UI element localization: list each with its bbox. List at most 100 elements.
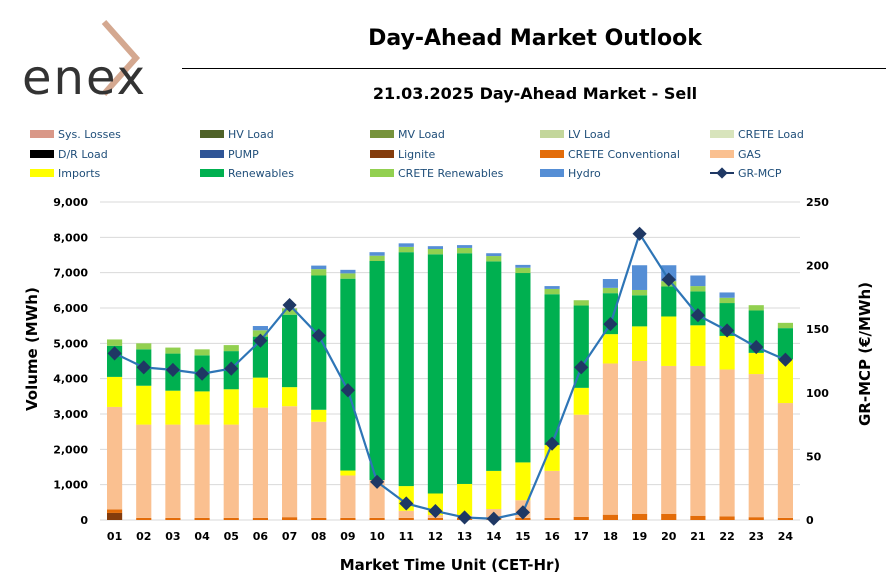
- x-tick-label: 18: [603, 530, 618, 543]
- bar-segment: [311, 269, 327, 276]
- bar-segment: [252, 517, 268, 520]
- bar-segment: [282, 387, 298, 407]
- bar-segment: [602, 363, 618, 515]
- y-tick-label: 6,000: [53, 302, 88, 315]
- mcp-point: [661, 272, 676, 287]
- x-tick-label: 06: [253, 530, 269, 543]
- legend-label: LV Load: [568, 128, 610, 141]
- x-tick-label: 01: [107, 530, 122, 543]
- bar-segment: [632, 295, 648, 327]
- bar-segment: [719, 292, 735, 298]
- x-tick-label: 11: [399, 530, 414, 543]
- mcp-point: [632, 226, 647, 241]
- mcp-point: [253, 333, 268, 348]
- legend-swatch: [540, 150, 564, 158]
- x-tick-label: 22: [719, 530, 734, 543]
- legend-swatch: [370, 169, 394, 177]
- bar-segment: [719, 297, 735, 304]
- bar-segment: [544, 294, 560, 446]
- legend-label: CRETE Load: [738, 128, 804, 141]
- bar-segment: [748, 517, 764, 520]
- mcp-point: [399, 496, 414, 511]
- bar-segment: [515, 267, 531, 274]
- y-tick-label: 3,000: [53, 408, 88, 421]
- bar-segment: [282, 406, 298, 518]
- legend-label: CRETE Conventional: [568, 148, 680, 161]
- x-tick-label: 15: [515, 530, 530, 543]
- x-axis-title: Market Time Unit (CET-Hr): [339, 556, 561, 574]
- bar-segment: [690, 365, 706, 516]
- bar-segment: [427, 254, 443, 494]
- bar-segment: [719, 516, 735, 520]
- mcp-point: [165, 362, 180, 377]
- bar-segment: [690, 275, 706, 287]
- bar-segment: [777, 328, 793, 360]
- bar-segment: [223, 345, 239, 352]
- bar-segment: [544, 286, 560, 289]
- mcp-point: [428, 504, 443, 519]
- bar-segment: [544, 517, 560, 520]
- bar-segment: [107, 376, 123, 407]
- bar-segment: [340, 269, 356, 274]
- bar-segment: [252, 407, 268, 518]
- bar-segment: [602, 334, 618, 364]
- legend-label: Hydro: [568, 167, 601, 180]
- bar-segment: [777, 322, 793, 329]
- mcp-point: [282, 297, 297, 313]
- bar-segment: [223, 424, 239, 518]
- bar-segment: [136, 424, 152, 518]
- bar-segment: [661, 365, 677, 514]
- bar-segment: [252, 377, 268, 408]
- y-tick-label: 5,000: [53, 337, 88, 350]
- mcp-point: [107, 346, 122, 361]
- bar-segment: [165, 390, 181, 425]
- bar-segment: [777, 359, 793, 404]
- bar-segment: [136, 385, 152, 425]
- bar-segment: [632, 361, 648, 514]
- logo-text: enex: [22, 50, 148, 106]
- x-tick-label: 14: [486, 530, 502, 543]
- logo-chevron-icon: [101, 20, 141, 96]
- mcp-point: [311, 328, 326, 343]
- mcp-point: [574, 360, 589, 375]
- bar-segment: [544, 470, 560, 518]
- bar-segment: [719, 369, 735, 517]
- bar-segment: [340, 517, 356, 520]
- x-tick-label: 20: [661, 530, 677, 543]
- legend-swatch: [540, 130, 564, 138]
- bar-segment: [457, 247, 473, 254]
- bar-segment: [632, 326, 648, 361]
- mcp-point: [690, 308, 705, 323]
- legend-swatch: [540, 169, 564, 177]
- bar-segment: [107, 406, 123, 510]
- bar-segment: [340, 475, 356, 518]
- bar-segment: [194, 391, 210, 425]
- bar-segment: [661, 316, 677, 366]
- bar-segment: [340, 278, 356, 471]
- mcp-point: [778, 352, 793, 367]
- bar-segment: [398, 246, 414, 253]
- y-tick-label: 9,000: [53, 196, 88, 209]
- mcp-point: [720, 323, 735, 338]
- legend-label: Lignite: [398, 148, 436, 161]
- bar-segment: [311, 409, 327, 422]
- x-tick-label: 12: [428, 530, 443, 543]
- y-axis-title: Volume (MWh): [23, 287, 41, 411]
- legend-swatch: [30, 169, 54, 177]
- mcp-point: [486, 511, 501, 526]
- y2-tick-label: 200: [806, 260, 829, 273]
- bar-segment: [602, 287, 618, 294]
- bar-segment: [223, 389, 239, 425]
- bar-segment: [136, 517, 152, 520]
- bar-segment: [573, 516, 589, 520]
- legend-label: PUMP: [228, 148, 259, 161]
- bar-segment: [107, 512, 123, 520]
- bar-segment: [690, 325, 706, 366]
- legend-label: GAS: [738, 148, 761, 161]
- bar-segment: [107, 509, 123, 513]
- mcp-point: [457, 510, 472, 525]
- bar-segment: [223, 517, 239, 520]
- y2-tick-label: 150: [806, 323, 829, 336]
- x-tick-label: 13: [457, 530, 472, 543]
- bar-segment: [515, 264, 531, 268]
